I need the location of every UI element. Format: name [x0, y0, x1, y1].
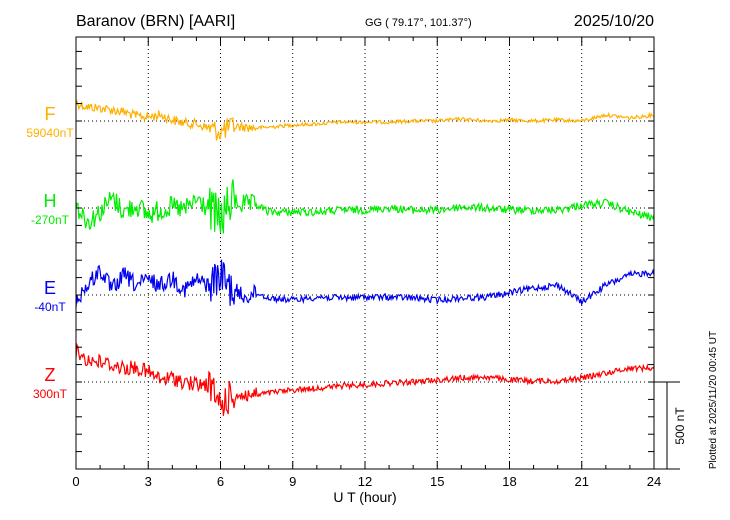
series-line-e [75, 259, 655, 308]
x-axis-label: U T (hour) [333, 489, 396, 505]
series-baseline-e: -40nT [34, 300, 66, 314]
plotted-timestamp: Plotted at 2025/11/20 00:45 UT [708, 331, 719, 469]
station-title: Baranov (BRN) [AARI] [76, 13, 235, 30]
series-line-h [75, 179, 655, 234]
x-tick-label: 9 [289, 474, 296, 489]
series-label-h: H [44, 191, 57, 211]
x-tick-label: 6 [217, 474, 224, 489]
series-label-f: F [45, 104, 56, 124]
series-label-e: E [44, 278, 56, 298]
x-tick-label: 15 [430, 474, 444, 489]
series-baseline-z: 300nT [33, 387, 68, 401]
x-tick-label: 18 [502, 474, 516, 489]
series-baseline-f: 59040nT [26, 126, 74, 140]
x-tick-label: 3 [145, 474, 152, 489]
scale-bar: 500 nT [654, 381, 687, 470]
scale-bar-label: 500 nT [673, 407, 687, 445]
coordinates: GG ( 79.17°, 101.37°) [365, 17, 472, 29]
x-tick-label: 24 [647, 474, 661, 489]
date: 2025/10/20 [574, 13, 654, 30]
series-baseline-h: -270nT [31, 213, 70, 227]
series-line-z [75, 342, 655, 416]
x-tick-label: 21 [575, 474, 589, 489]
x-tick-label: 0 [72, 474, 79, 489]
series-label-z: Z [45, 365, 56, 385]
series-line-f [75, 99, 655, 141]
x-tick-label: 12 [358, 474, 372, 489]
